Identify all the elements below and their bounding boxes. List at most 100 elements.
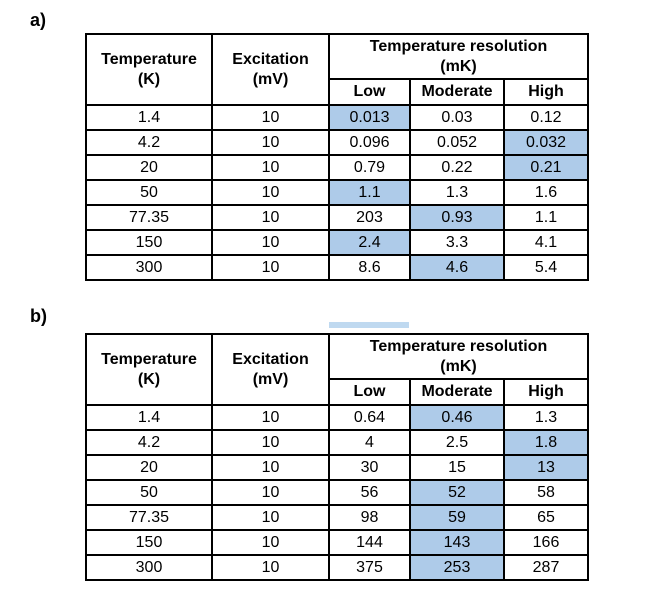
table-row: 77.35 10 203 0.93 1.1 (85, 204, 589, 231)
excitation-cell: 10 (211, 129, 330, 156)
table-b-body: 1.4 10 0.64 0.46 1.3 4.2 10 4 2.5 1.8 20 10 30 15 13 50… (85, 404, 589, 581)
resolution-high-cell: 1.1 (503, 204, 589, 231)
header-temperature: Temperature (K) (85, 333, 213, 406)
table-row: 300 10 375 253 287 (85, 554, 589, 581)
temperature-cell: 300 (85, 254, 213, 281)
table-row: 20 10 0.79 0.22 0.21 (85, 154, 589, 181)
resolution-moderate-cell: 52 (409, 479, 505, 506)
excitation-cell: 10 (211, 554, 330, 581)
table-a-body: 1.4 10 0.013 0.03 0.12 4.2 10 0.096 0.052 0.032 20… (85, 104, 589, 281)
header-row-title: Temperature (K) Excitation (mV) Temperat… (85, 333, 589, 406)
excitation-cell: 10 (211, 504, 330, 531)
resolution-low-cell: 0.79 (328, 154, 411, 181)
temperature-cell: 50 (85, 479, 213, 506)
excitation-cell: 10 (211, 454, 330, 481)
table-b: Temperature (K) Excitation (mV) Temperat… (85, 333, 589, 581)
resolution-high-cell: 13 (503, 454, 589, 481)
resolution-low-cell: 0.64 (328, 404, 411, 431)
table-row: 20 10 30 15 13 (85, 454, 589, 481)
resolution-moderate-cell: 0.22 (409, 154, 505, 181)
resolution-moderate-cell: 0.93 (409, 204, 505, 231)
temperature-cell: 1.4 (85, 104, 213, 131)
header-moderate: Moderate (409, 78, 505, 106)
resolution-moderate-cell: 0.46 (409, 404, 505, 431)
resolution-high-cell: 65 (503, 504, 589, 531)
header-resolution: Temperature resolution (mK) (328, 333, 589, 380)
table-row: 300 10 8.6 4.6 5.4 (85, 254, 589, 281)
resolution-low-cell: 2.4 (328, 229, 411, 256)
resolution-low-cell: 203 (328, 204, 411, 231)
resolution-low-cell: 30 (328, 454, 411, 481)
resolution-moderate-cell: 3.3 (409, 229, 505, 256)
excitation-cell: 10 (211, 179, 330, 206)
resolution-moderate-cell: 143 (409, 529, 505, 556)
resolution-moderate-cell: 1.3 (409, 179, 505, 206)
header-high: High (503, 78, 589, 106)
excitation-cell: 10 (211, 429, 330, 456)
temperature-cell: 50 (85, 179, 213, 206)
table-row: 1.4 10 0.013 0.03 0.12 (85, 104, 589, 131)
excitation-cell: 10 (211, 204, 330, 231)
header-low: Low (328, 78, 411, 106)
table-row: 50 10 1.1 1.3 1.6 (85, 179, 589, 206)
resolution-moderate-cell: 2.5 (409, 429, 505, 456)
temperature-cell: 77.35 (85, 504, 213, 531)
resolution-moderate-cell: 59 (409, 504, 505, 531)
resolution-moderate-cell: 15 (409, 454, 505, 481)
resolution-low-cell: 144 (328, 529, 411, 556)
panel-label-b: b) (30, 306, 47, 326)
resolution-low-cell: 8.6 (328, 254, 411, 281)
table-row: 150 10 144 143 166 (85, 529, 589, 556)
table-a: Temperature (K) Excitation (mV) Temperat… (85, 33, 589, 281)
header-high: High (503, 378, 589, 406)
header-row-levels: Low Moderate High (86, 378, 589, 406)
excitation-cell: 10 (211, 404, 330, 431)
header-moderate: Moderate (409, 378, 505, 406)
resolution-high-cell: 4.1 (503, 229, 589, 256)
temperature-cell: 150 (85, 529, 213, 556)
resolution-low-cell: 0.013 (328, 104, 411, 131)
temperature-cell: 20 (85, 454, 213, 481)
temperature-cell: 77.35 (85, 204, 213, 231)
panel-label-a: a) (30, 10, 47, 30)
temperature-cell: 4.2 (85, 429, 213, 456)
resolution-high-cell: 1.3 (503, 404, 589, 431)
header-excitation: Excitation (mV) (211, 333, 330, 406)
resolution-high-cell: 1.8 (503, 429, 589, 456)
resolution-high-cell: 0.21 (503, 154, 589, 181)
resolution-high-cell: 287 (503, 554, 589, 581)
excitation-cell: 10 (211, 154, 330, 181)
excitation-cell: 10 (211, 254, 330, 281)
temperature-cell: 300 (85, 554, 213, 581)
resolution-low-cell: 98 (328, 504, 411, 531)
resolution-low-cell: 0.096 (328, 129, 411, 156)
resolution-high-cell: 1.6 (503, 179, 589, 206)
excitation-cell: 10 (211, 229, 330, 256)
resolution-high-cell: 5.4 (503, 254, 589, 281)
temperature-cell: 20 (85, 154, 213, 181)
resolution-moderate-cell: 4.6 (409, 254, 505, 281)
resolution-low-cell: 375 (328, 554, 411, 581)
header-temperature: Temperature (K) (85, 33, 213, 106)
resolution-high-cell: 0.12 (503, 104, 589, 131)
resolution-moderate-cell: 0.03 (409, 104, 505, 131)
table-row: 50 10 56 52 58 (85, 479, 589, 506)
resolution-moderate-cell: 253 (409, 554, 505, 581)
resolution-high-cell: 0.032 (503, 129, 589, 156)
header-low: Low (328, 378, 411, 406)
table-a-header: Temperature (K) Excitation (mV) Temperat… (85, 33, 589, 106)
temperature-cell: 4.2 (85, 129, 213, 156)
resolution-low-cell: 56 (328, 479, 411, 506)
resolution-high-cell: 58 (503, 479, 589, 506)
excitation-cell: 10 (211, 529, 330, 556)
table-row: 4.2 10 0.096 0.052 0.032 (85, 129, 589, 156)
header-row-title: Temperature (K) Excitation (mV) Temperat… (85, 33, 589, 106)
table-row: 77.35 10 98 59 65 (85, 504, 589, 531)
excitation-cell: 10 (211, 104, 330, 131)
resolution-low-cell: 1.1 (328, 179, 411, 206)
table-row: 4.2 10 4 2.5 1.8 (85, 429, 589, 456)
excitation-cell: 10 (211, 479, 330, 506)
resolution-moderate-cell: 0.052 (409, 129, 505, 156)
temperature-cell: 1.4 (85, 404, 213, 431)
